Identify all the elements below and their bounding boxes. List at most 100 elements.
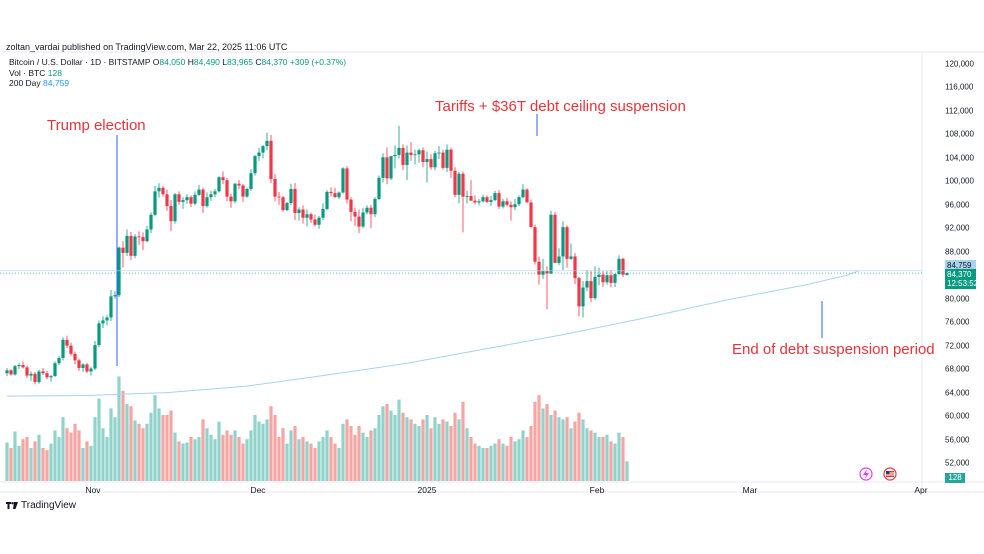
volume-bar	[513, 441, 517, 481]
volume-bar	[473, 443, 477, 481]
volume-bar	[305, 441, 309, 481]
volume-bar	[89, 445, 93, 481]
candle-body	[93, 345, 97, 369]
volume-bar	[385, 404, 389, 481]
legend-symbol-row: Bitcoin / U.S. Dollar · 1D · BITSTAMP O8…	[9, 57, 346, 68]
candle-body	[477, 201, 481, 203]
volume-bar	[565, 417, 569, 481]
volume-bar	[369, 430, 373, 481]
tv-logo-text: TradingView	[21, 500, 77, 511]
candle-body	[281, 197, 285, 211]
candle-body	[213, 191, 217, 195]
candle-body	[397, 147, 401, 155]
us-flag-stripe	[886, 474, 894, 476]
candle-body	[353, 211, 357, 217]
candle-body	[113, 295, 117, 297]
candle-body	[513, 204, 517, 208]
y-tick-label: 96,000	[945, 200, 970, 210]
candle-body	[73, 353, 77, 361]
candle-body	[585, 281, 589, 288]
volume-bar	[329, 437, 333, 481]
candle-body	[357, 216, 361, 227]
candle-body	[225, 180, 229, 197]
volume-bar	[393, 415, 397, 481]
candle-body	[453, 170, 457, 195]
y-tick-label: 64,000	[945, 388, 970, 398]
volume-bar	[129, 406, 133, 481]
candle-body	[273, 179, 277, 197]
volume-bar	[257, 421, 261, 481]
legend-symbol: Bitcoin / U.S. Dollar · 1D · BITSTAMP	[9, 57, 151, 67]
volume-bar	[245, 439, 249, 481]
volume-bar	[581, 419, 585, 481]
volume-tag: 128	[945, 473, 965, 483]
volume-bar	[49, 443, 53, 481]
candle-body	[77, 360, 81, 368]
volume-bar	[493, 443, 497, 481]
volume-bar	[577, 412, 581, 481]
candle-body	[117, 247, 121, 296]
volume-bar	[81, 448, 85, 481]
y-tick-label: 52,000	[945, 458, 970, 468]
candle-body	[297, 209, 301, 214]
candle-body	[493, 193, 497, 201]
candle-body	[61, 339, 65, 358]
candle-body	[525, 189, 529, 203]
volume-bar	[77, 430, 81, 481]
legend-high-label: H	[187, 57, 194, 67]
legend-low-label: L	[222, 57, 228, 67]
y-tick-label: 80,000	[945, 294, 970, 304]
annotation-tariffs: Tariffs + $36T debt ceiling suspension	[435, 98, 686, 115]
volume-bar	[221, 434, 225, 481]
volume-bar	[349, 426, 353, 481]
volume-bar	[373, 428, 377, 481]
tradingview-logo[interactable]: TradingView	[6, 500, 76, 511]
volume-bar	[237, 437, 241, 481]
volume-bar	[525, 437, 529, 481]
candle-body	[321, 208, 325, 218]
volume-bar	[465, 428, 469, 481]
volume-bar	[29, 448, 33, 481]
candle-body	[473, 200, 477, 203]
x-tick-label: Feb	[589, 485, 605, 495]
candle-body	[197, 189, 201, 195]
y-tick-label: 108,000	[945, 129, 974, 139]
volume-bar	[601, 437, 605, 481]
volume-bar	[445, 421, 449, 481]
volume-bar	[621, 437, 625, 481]
us-flag-canton	[886, 471, 890, 474]
candle-body	[405, 152, 409, 165]
volume-bar	[289, 430, 293, 481]
candle-body	[441, 152, 445, 168]
volume-bar	[557, 417, 561, 481]
candle-body	[149, 214, 153, 230]
candle-body	[277, 196, 281, 198]
volume-bar	[229, 434, 233, 481]
candle-body	[221, 177, 225, 181]
candle-body	[25, 367, 29, 376]
volume-bar	[489, 445, 493, 481]
volume-bar	[253, 415, 257, 481]
candle-body	[533, 227, 537, 262]
volume-bars	[5, 376, 629, 481]
x-tick-label: Apr	[914, 485, 928, 495]
candle-body	[201, 189, 205, 206]
candle-body	[445, 149, 449, 168]
lightning-icon	[863, 469, 869, 479]
volume-bar	[209, 434, 213, 481]
candle-body	[437, 152, 441, 154]
candle-body	[17, 365, 21, 367]
candle-body	[501, 201, 505, 207]
volume-bar	[5, 442, 9, 481]
volume-bar	[333, 443, 337, 481]
candle-body	[545, 271, 549, 274]
candle-body	[29, 373, 33, 376]
candle-body	[589, 281, 593, 299]
candle-body	[137, 236, 141, 238]
candle-body	[245, 188, 249, 197]
y-tick-label: 116,000	[945, 82, 974, 92]
y-tick-label: 104,000	[945, 153, 974, 163]
candle-body	[289, 188, 293, 204]
volume-bar	[597, 437, 601, 481]
volume-bar	[181, 443, 185, 481]
